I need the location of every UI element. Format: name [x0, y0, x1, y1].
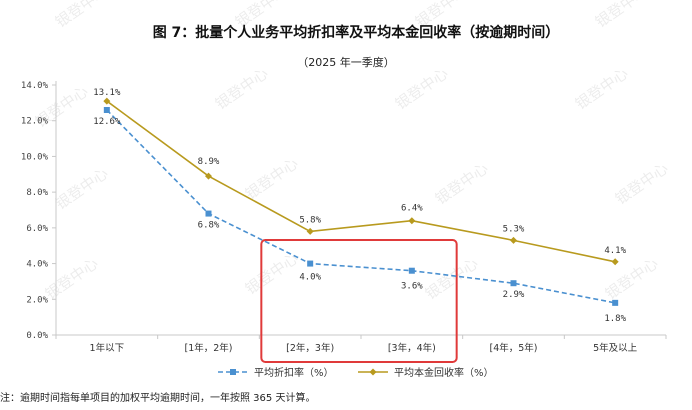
- watermark-text: 银登中心: [212, 64, 271, 113]
- recovery-rate-line: [106, 100, 616, 263]
- watermark-text: 银登中心: [432, 159, 491, 208]
- recovery-rate-point: [103, 97, 111, 105]
- y-tick-label: 0.0%: [26, 331, 48, 341]
- discount-rate-label: 12.6%: [93, 117, 121, 127]
- recovery-rate-label: 13.1%: [93, 88, 121, 98]
- x-tick-label: [4年，5年): [489, 342, 537, 354]
- discount-rate-label: 1.8%: [604, 314, 626, 324]
- watermark-text: 银登中心: [242, 249, 301, 298]
- recovery-rate-label: 5.3%: [503, 224, 525, 234]
- x-tick-label: [1年，2年): [184, 342, 232, 354]
- recovery-rate-point: [611, 258, 619, 266]
- discount-rate-point: [103, 107, 110, 113]
- chart-title: 图 7：批量个人业务平均折扣率及平均本金回收率（按逾期时间）: [153, 24, 560, 41]
- recovery-rate-point: [510, 236, 517, 244]
- y-tick-label: 6.0%: [26, 224, 48, 234]
- chart-subtitle: （2025 年一季度）: [297, 55, 395, 69]
- highlight-box: [260, 239, 458, 363]
- y-tick-label: 4.0%: [26, 260, 48, 270]
- watermark-text: 银登中心: [422, 254, 481, 303]
- series-layer: 12.6% 6.8% 4.0% 3.6% 2.9% 1.8% 13.1% 8.9% 5.8% 6.…: [93, 88, 626, 324]
- y-tick-label: 2.0%: [26, 295, 48, 305]
- watermark-text: 银登中心: [52, 0, 111, 31]
- y-tick-label: 12.0%: [21, 117, 49, 127]
- watermark-text: 银登中心: [572, 64, 631, 113]
- highlight-layer: [260, 239, 458, 363]
- recovery-rate-label: 6.4%: [401, 204, 423, 214]
- discount-rate-point: [408, 267, 415, 274]
- watermark-text: 银登中心: [242, 154, 301, 203]
- watermark-text: 银登中心: [42, 254, 101, 303]
- legend-marker: [230, 369, 236, 375]
- legend: 平均折扣率（%） 平均本金回收率（%）: [218, 366, 494, 379]
- x-tick-label: [2年，3年): [286, 342, 334, 354]
- recovery-rate-point: [408, 217, 416, 225]
- watermark-text: 银登中心: [592, 0, 651, 31]
- watermark-text: 银登中心: [392, 64, 451, 113]
- y-tick-label: 14.0%: [21, 81, 49, 91]
- y-tick-label: 10.0%: [21, 152, 49, 162]
- discount-rate-point: [510, 280, 517, 287]
- discount-rate-label: 4.0%: [299, 273, 321, 283]
- recovery-rate-point: [306, 227, 314, 235]
- discount-rate-label: 6.8%: [198, 221, 220, 231]
- discount-rate-point: [205, 210, 212, 217]
- discount-rate-line: [106, 109, 616, 304]
- discount-rate-point: [307, 260, 314, 267]
- x-tick-label: [3年，4年): [388, 342, 436, 354]
- discount-rate-point: [612, 299, 619, 306]
- legend-marker: [369, 368, 377, 376]
- recovery-rate-label: 8.9%: [198, 157, 220, 167]
- discount-rate-label: 3.6%: [401, 282, 423, 292]
- legend-label: 平均本金回收率（%）: [394, 366, 494, 379]
- recovery-rate-label: 4.1%: [604, 246, 626, 256]
- discount-rate-label: 2.9%: [503, 290, 525, 300]
- y-tick-label: 8.0%: [26, 188, 48, 198]
- recovery-rate-point: [205, 172, 212, 180]
- x-tick-label: 5年及以上: [593, 342, 638, 354]
- footnote: 注：逾期时间指每单项目的加权平均逾期时间，一年按照 365 天计算。: [0, 391, 315, 404]
- recovery-rate-label: 5.8%: [299, 215, 321, 225]
- axes: 0.0% 2.0% 4.0% 6.0% 8.0% 10.0% 12.0% 14.0% 1年以下 […: [21, 81, 667, 354]
- x-tick-label: 1年以下: [90, 342, 125, 354]
- watermark-text: 银登中心: [52, 164, 111, 213]
- legend-label: 平均折扣率（%）: [254, 366, 334, 379]
- watermark-text: 银登中心: [612, 159, 671, 208]
